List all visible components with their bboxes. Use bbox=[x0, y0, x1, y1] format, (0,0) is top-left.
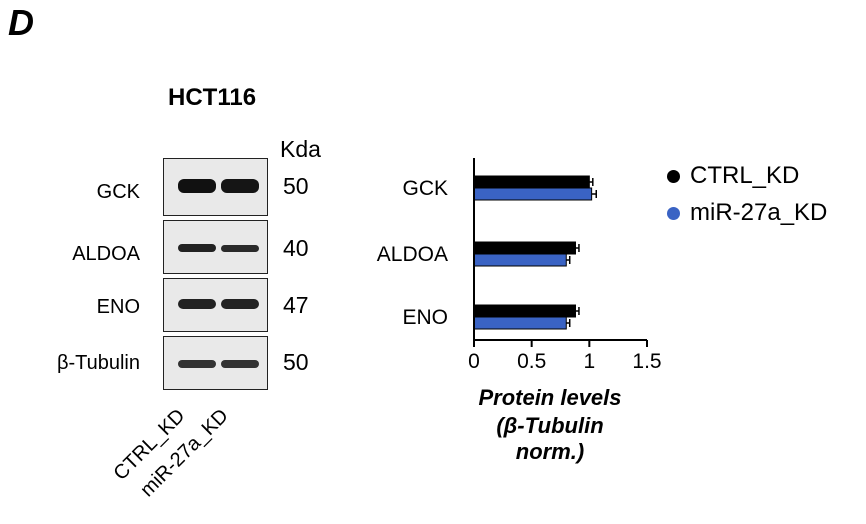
kda-aldoa: 40 bbox=[283, 235, 309, 261]
band-mir-aldoa bbox=[221, 245, 259, 252]
band-mir-gck bbox=[221, 179, 259, 193]
kda-header: Kda bbox=[280, 136, 321, 162]
blot-strip-gck bbox=[163, 158, 268, 216]
x-axis-title-line1: Protein levels bbox=[478, 385, 622, 410]
blot-strip-eno bbox=[163, 278, 268, 332]
blot-strip-aldoa bbox=[163, 220, 268, 274]
x-tick-label-1: 0.5 bbox=[517, 350, 546, 373]
band-ctrl-aldoa bbox=[178, 244, 216, 252]
x-axis-title: Protein levels (β-Tubulin norm.) bbox=[465, 385, 635, 465]
y-tick-label-eno: ENO bbox=[402, 306, 448, 329]
band-ctrl-eno bbox=[178, 299, 216, 309]
cell-line-title: HCT116 bbox=[168, 84, 257, 111]
axes-layer: GCK ALDOA ENO 0 0.5 1 1.5 bbox=[377, 158, 662, 373]
bar-aldoa-mir bbox=[473, 253, 567, 267]
bar-eno-mir bbox=[473, 316, 567, 330]
kda-eno: 47 bbox=[283, 292, 309, 318]
legend-swatch-ctrl bbox=[667, 170, 680, 184]
y-tick-label-aldoa: ALDOA bbox=[377, 243, 448, 266]
blot-strip-tubulin bbox=[163, 336, 268, 390]
bars-layer bbox=[473, 175, 598, 330]
x-tick-label-3: 1.5 bbox=[632, 350, 661, 373]
bar-gck-ctrl bbox=[473, 175, 590, 189]
y-tick-label-gck: GCK bbox=[402, 177, 448, 200]
bar-aldoa-ctrl bbox=[473, 241, 576, 255]
bar-eno-ctrl bbox=[473, 304, 576, 318]
band-ctrl-tubulin bbox=[178, 360, 216, 368]
blot-label-eno: ENO bbox=[96, 296, 140, 318]
legend-item-ctrl: CTRL_KD bbox=[667, 162, 799, 190]
band-mir-eno bbox=[221, 299, 259, 309]
legend-item-mir: miR-27a_KD bbox=[667, 199, 827, 227]
blot-label-tubulin: β-Tubulin bbox=[56, 352, 140, 374]
band-ctrl-gck bbox=[178, 179, 216, 193]
x-tick-label-0: 0 bbox=[468, 350, 480, 373]
band-mir-tubulin bbox=[221, 360, 259, 368]
blot-label-aldoa: ALDOA bbox=[72, 243, 140, 265]
kda-tubulin: 50 bbox=[283, 349, 309, 375]
x-axis-title-line2: (β-Tubulin norm.) bbox=[496, 413, 604, 464]
panel-letter: D bbox=[8, 2, 34, 43]
x-tick-label-2: 1 bbox=[583, 350, 595, 373]
legend-label-ctrl: CTRL_KD bbox=[690, 162, 800, 189]
bar-gck-mir bbox=[473, 187, 593, 201]
legend-swatch-mir bbox=[667, 207, 680, 221]
blot-label-gck: GCK bbox=[96, 181, 140, 203]
legend-label-mir: miR-27a_KD bbox=[690, 199, 828, 226]
kda-gck: 50 bbox=[283, 173, 309, 199]
